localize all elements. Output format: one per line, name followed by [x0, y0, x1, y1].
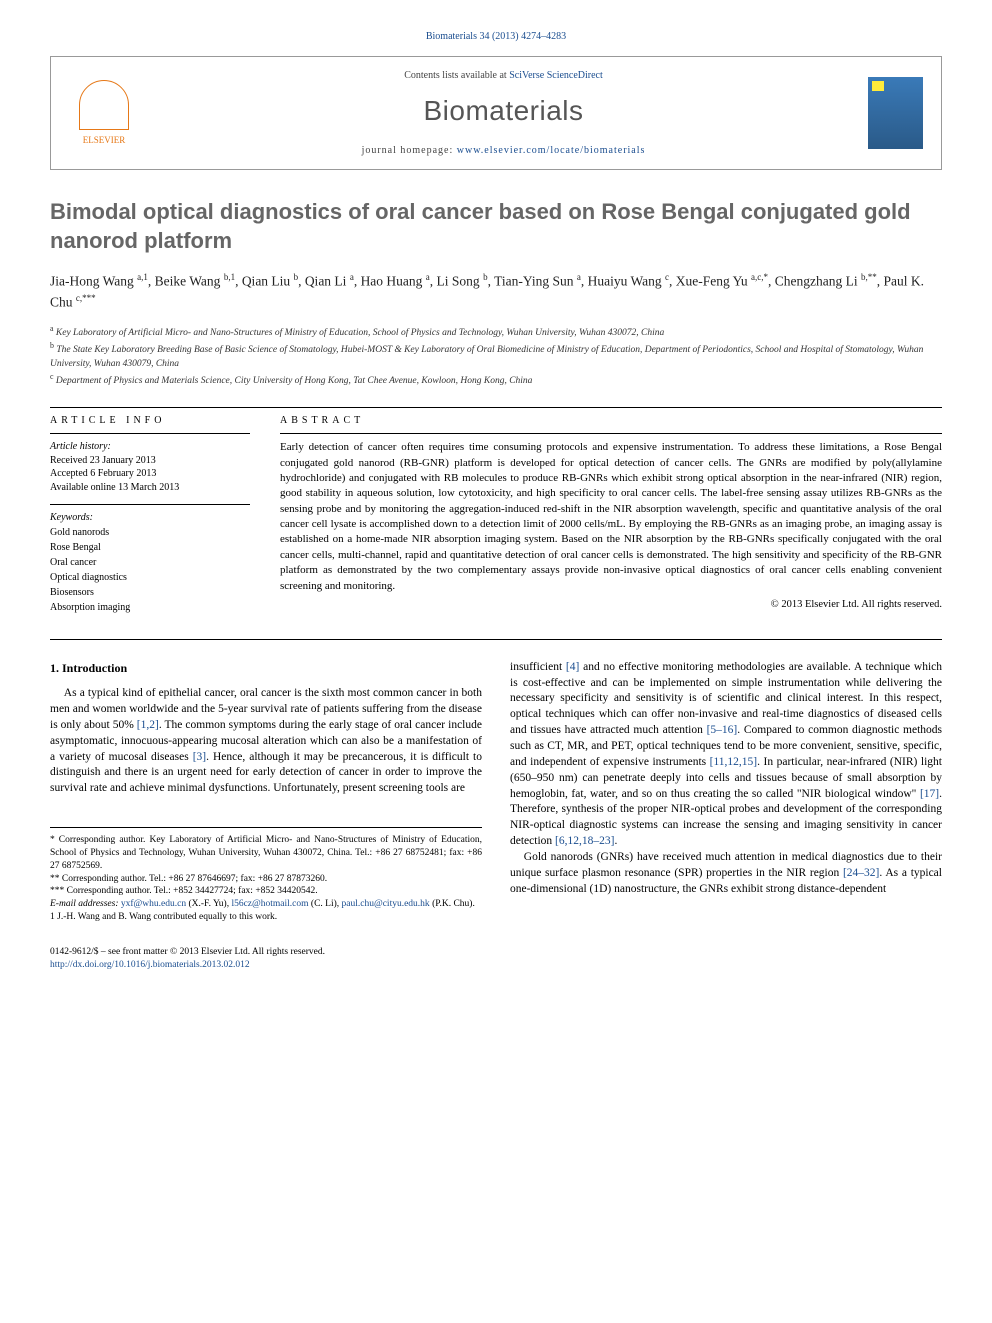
equal-contribution-note: 1 J.-H. Wang and B. Wang contributed equ… [50, 911, 482, 924]
divider [280, 433, 942, 434]
article-info-column: ARTICLE INFO Article history: Received 2… [50, 414, 250, 615]
contents-line: Contents lists available at SciVerse Sci… [139, 69, 868, 83]
intro-paragraph-left: As a typical kind of epithelial cancer, … [50, 686, 482, 797]
journal-cover-thumbnail [868, 77, 923, 149]
citation-link[interactable]: [1,2] [137, 719, 159, 731]
keyword-item: Rose Bengal [50, 540, 250, 555]
keyword-item: Absorption imaging [50, 600, 250, 615]
right-column: insufficient [4] and no effective monito… [510, 660, 942, 924]
elsevier-label: ELSEVIER [83, 134, 126, 146]
citation-link[interactable]: [11,12,15] [710, 756, 757, 768]
article-title: Bimodal optical diagnostics of oral canc… [50, 198, 942, 255]
email-person-1: (X.-F. Yu), [186, 899, 231, 909]
emails-label: E-mail addresses: [50, 899, 121, 909]
homepage-link[interactable]: www.elsevier.com/locate/biomaterials [457, 145, 646, 156]
article-info-label: ARTICLE INFO [50, 414, 250, 428]
divider [50, 639, 942, 640]
citation-link[interactable]: [24–32] [843, 867, 879, 879]
journal-header-box: ELSEVIER Contents lists available at Sci… [50, 56, 942, 171]
doi-link[interactable]: http://dx.doi.org/10.1016/j.biomaterials… [50, 960, 250, 970]
footer-copyright: 0142-9612/$ – see front matter © 2013 El… [50, 946, 942, 959]
history-online: Available online 13 March 2013 [50, 481, 250, 495]
introduction-heading: 1. Introduction [50, 660, 482, 677]
email-link-2[interactable]: l56cz@hotmail.com [231, 899, 308, 909]
abstract-label: ABSTRACT [280, 414, 942, 428]
author-list: Jia-Hong Wang a,1, Beike Wang b,1, Qian … [50, 271, 942, 313]
intro-paragraph-right-1: insufficient [4] and no effective monito… [510, 660, 942, 850]
email-person-2: (C. Li), [309, 899, 342, 909]
intro-paragraph-right-2: Gold nanorods (GNRs) have received much … [510, 850, 942, 898]
journal-name: Biomaterials [139, 92, 868, 130]
footer: 0142-9612/$ – see front matter © 2013 El… [50, 946, 942, 973]
citation-link[interactable]: [5–16] [707, 724, 738, 736]
citation-link[interactable]: [3] [193, 751, 206, 763]
info-abstract-row: ARTICLE INFO Article history: Received 2… [50, 414, 942, 615]
keyword-item: Biosensors [50, 585, 250, 600]
history-received: Received 23 January 2013 [50, 454, 250, 468]
email-addresses: E-mail addresses: yxf@whu.edu.cn (X.-F. … [50, 898, 482, 911]
history-label: Article history: [50, 440, 250, 454]
affiliation-line: a Key Laboratory of Artificial Micro- an… [50, 323, 942, 340]
affiliations: a Key Laboratory of Artificial Micro- an… [50, 323, 942, 389]
keywords-label: Keywords: [50, 511, 250, 525]
header-citation: Biomaterials 34 (2013) 4274–4283 [50, 30, 942, 44]
corresponding-1: * Corresponding author. Key Laboratory o… [50, 834, 482, 872]
citation-link[interactable]: [17] [920, 788, 939, 800]
citation-link[interactable]: Biomaterials 34 (2013) 4274–4283 [426, 31, 566, 42]
keywords-list: Gold nanorodsRose BengalOral cancerOptic… [50, 525, 250, 615]
email-link-1[interactable]: yxf@whu.edu.cn [121, 899, 186, 909]
keyword-item: Gold nanorods [50, 525, 250, 540]
body-columns: 1. Introduction As a typical kind of epi… [50, 660, 942, 924]
abstract-column: ABSTRACT Early detection of cancer often… [280, 414, 942, 615]
homepage-line: journal homepage: www.elsevier.com/locat… [139, 144, 868, 158]
journal-center: Contents lists available at SciVerse Sci… [139, 69, 868, 158]
affiliation-line: c Department of Physics and Materials Sc… [50, 371, 942, 388]
elsevier-logo: ELSEVIER [69, 73, 139, 153]
affiliation-line: b The State Key Laboratory Breeding Base… [50, 340, 942, 371]
keyword-item: Oral cancer [50, 555, 250, 570]
history-accepted: Accepted 6 February 2013 [50, 467, 250, 481]
elsevier-tree-icon [79, 80, 129, 130]
email-link-3[interactable]: paul.chu@cityu.edu.hk [342, 899, 430, 909]
keyword-item: Optical diagnostics [50, 570, 250, 585]
homepage-prefix: journal homepage: [362, 145, 457, 156]
correspondence-block: * Corresponding author. Key Laboratory o… [50, 827, 482, 924]
divider [50, 407, 942, 408]
abstract-copyright: © 2013 Elsevier Ltd. All rights reserved… [280, 598, 942, 612]
corresponding-3: *** Corresponding author. Tel.: +852 344… [50, 885, 482, 898]
contents-prefix: Contents lists available at [404, 70, 509, 81]
divider [50, 433, 250, 434]
divider [50, 504, 250, 505]
citation-link[interactable]: [6,12,18–23] [555, 835, 614, 847]
email-person-3: (P.K. Chu). [430, 899, 475, 909]
abstract-text: Early detection of cancer often requires… [280, 440, 942, 594]
left-column: 1. Introduction As a typical kind of epi… [50, 660, 482, 924]
corresponding-2: ** Corresponding author. Tel.: +86 27 87… [50, 873, 482, 886]
citation-link[interactable]: [4] [566, 661, 579, 673]
sciencedirect-link[interactable]: SciVerse ScienceDirect [509, 70, 603, 81]
